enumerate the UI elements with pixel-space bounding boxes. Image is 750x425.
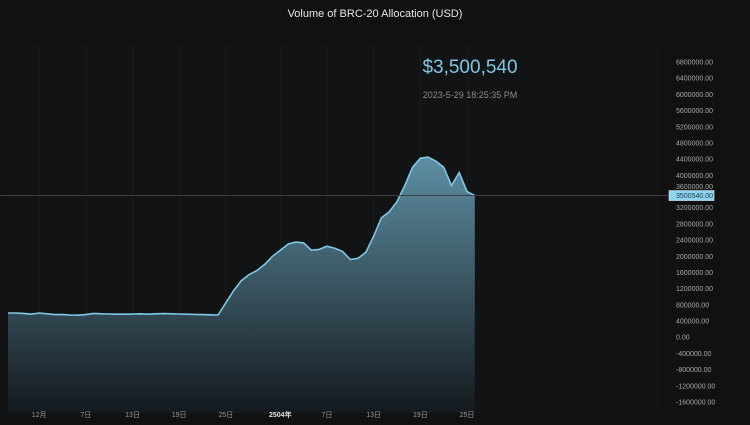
- x-tick-label: 25日: [218, 411, 233, 419]
- y-tick-label: 0.00: [676, 335, 690, 342]
- area-fill: [8, 157, 475, 413]
- y-tick-label: 3600000.00: [676, 184, 713, 191]
- x-tick-label: 2504年: [269, 410, 292, 419]
- y-tick-label: 6800000.00: [676, 60, 713, 67]
- y-tick-label: 2000000.00: [676, 254, 713, 261]
- y-tick-label: 3200000.00: [676, 205, 713, 212]
- y-tick-label: 1600000.00: [676, 270, 713, 277]
- y-tick-label: 4400000.00: [676, 157, 713, 164]
- y-tick-label: 5200000.00: [676, 124, 713, 131]
- y-tick-label: 1200000.00: [676, 286, 713, 293]
- x-tick-label: 7日: [322, 411, 333, 419]
- y-tick-label: 5600000.00: [676, 108, 713, 115]
- series-line: [8, 156, 476, 317]
- y-tick-label: -1600000.00: [676, 400, 715, 407]
- x-tick-label: 13日: [125, 411, 140, 419]
- current-timestamp: 2023-5-29 18:25:35 PM: [422, 90, 518, 100]
- current-value: $3,500,540: [422, 57, 518, 78]
- y-tick-label: 800000.00: [676, 302, 709, 309]
- chart-title: Volume of BRC-20 Allocation (USD): [287, 8, 463, 20]
- y-tick-label: -1200000.00: [676, 383, 715, 390]
- y-tick-label: 4000000.00: [676, 173, 713, 180]
- x-tick-label: 19日: [413, 411, 428, 419]
- y-tick-label: -800000.00: [676, 367, 712, 374]
- x-tick-label: 7日: [80, 411, 91, 419]
- y-tick-label: -400000.00: [676, 351, 712, 358]
- y-tick-label: 4800000.00: [676, 140, 713, 147]
- crosshair-value-label: 3500540.00: [676, 193, 713, 200]
- crosshair-badge: [668, 190, 715, 201]
- x-tick-label: 19日: [172, 411, 187, 419]
- x-tick-label: 12月: [32, 411, 47, 419]
- x-tick-label: 25日: [460, 411, 475, 419]
- y-tick-label: 2800000.00: [676, 221, 713, 228]
- y-tick-label: 6000000.00: [676, 92, 713, 99]
- x-tick-label: 13日: [366, 411, 381, 419]
- y-tick-label: 400000.00: [676, 319, 709, 326]
- y-tick-label: 6400000.00: [676, 76, 713, 83]
- y-tick-label: 2400000.00: [676, 238, 713, 245]
